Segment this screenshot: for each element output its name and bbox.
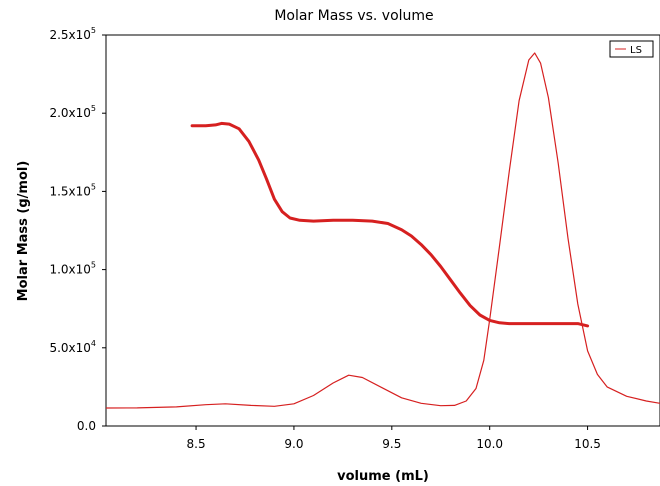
y-tick-label: 1.5x105 [49,182,96,198]
plot-area-frame [105,34,660,427]
molar-mass-series-line [190,121,590,328]
y-tick-label: 1.0x105 [49,261,96,277]
x-tick-label: 9.5 [382,437,401,451]
y-axis-ticks: 0.0 5.0x104 1.0x105 1.5x105 2.0x105 2.5x105 [49,26,106,433]
legend-box [609,40,654,58]
series-layer [105,52,660,409]
x-axis-ticks: 8.5 9.0 9.5 10.0 10.5 [187,426,601,451]
x-axis-label: volume (mL) [337,469,429,484]
x-tick-label: 10.0 [476,437,503,451]
y-tick-label: 2.5x105 [49,26,96,42]
y-tick-label: 0.0 [77,419,96,433]
y-tick-label: 5.0x104 [49,339,96,355]
ls-series-line [105,52,660,409]
y-axis-label: Molar Mass (g/mol) [16,161,31,302]
y-tick-label: 2.0x105 [49,104,96,120]
legend-label-ls: LS [630,45,642,56]
legend: LS [609,40,654,58]
x-tick-label: 10.5 [574,437,601,451]
x-tick-label: 8.5 [187,437,206,451]
x-tick-label: 9.0 [284,437,303,451]
chart-title: Molar Mass vs. volume [274,8,433,24]
